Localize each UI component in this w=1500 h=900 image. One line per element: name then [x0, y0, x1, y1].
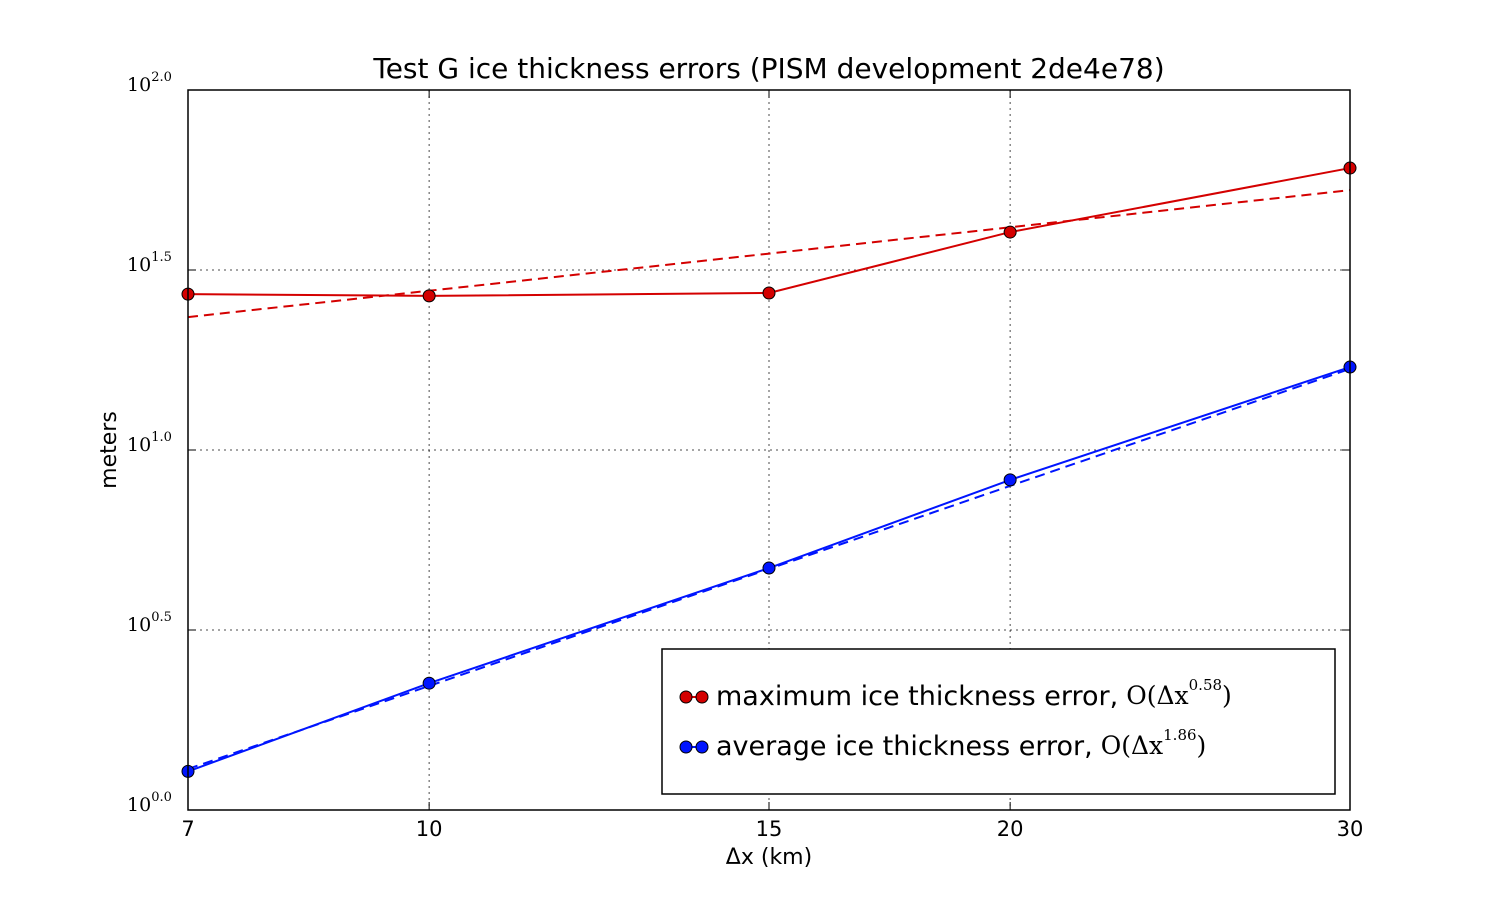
plot-frame	[187, 89, 1351, 811]
legend-fit-close: )	[1222, 681, 1232, 710]
y-tick-exponent: 2.0	[151, 70, 172, 85]
x-tick-label: 7	[181, 817, 194, 841]
y-tick-base: 10	[127, 74, 151, 96]
chart-title: Test G ice thickness errors (PISM develo…	[372, 52, 1164, 85]
y-axis-label: meters	[97, 411, 122, 489]
y-tick-base: 10	[127, 434, 151, 456]
x-tick-label: 30	[1337, 817, 1364, 841]
y-tick-label: 100.0	[127, 790, 172, 817]
legend-name: average ice thickness error,	[716, 731, 1093, 762]
data-point	[1003, 473, 1017, 487]
y-tick-base: 10	[127, 794, 151, 816]
y-tick-label: 102.0	[127, 70, 172, 97]
legend-name: maximum ice thickness error,	[716, 681, 1118, 712]
y-tick-exponent: 0.5	[151, 609, 172, 624]
y-tick-label: 100.5	[127, 609, 172, 636]
legend-fit-exponent: 0.58	[1189, 676, 1222, 694]
x-tick-label: 10	[416, 817, 443, 841]
legend-fit-exponent: 1.86	[1163, 726, 1196, 744]
legend-label: average ice thickness error, O(Δx1.86)	[716, 726, 1206, 762]
y-tick-base: 10	[127, 614, 151, 636]
y-tick-label: 101.0	[127, 430, 172, 457]
data-point	[762, 561, 776, 575]
legend-fit: O(Δx	[1126, 681, 1188, 710]
legend-fit: O(Δx	[1101, 731, 1163, 760]
legend-marker	[695, 740, 709, 754]
x-axis-label: Δx (km)	[726, 845, 812, 870]
x-tick-label: 15	[756, 817, 783, 841]
legend-marker	[695, 690, 709, 704]
legend-label: maximum ice thickness error, O(Δx0.58)	[716, 676, 1232, 712]
data-point	[422, 289, 436, 303]
legend-marker	[679, 690, 693, 704]
x-tick-label: 20	[997, 817, 1024, 841]
data-point	[422, 676, 436, 690]
y-tick-exponent: 0.0	[151, 790, 172, 805]
data-point	[762, 286, 776, 300]
legend-fit-close: )	[1197, 731, 1207, 760]
y-tick-label: 101.5	[127, 249, 172, 276]
legend-marker	[679, 740, 693, 754]
y-tick-exponent: 1.5	[151, 249, 172, 264]
y-tick-base: 10	[127, 254, 151, 276]
data-point	[1003, 225, 1017, 239]
legend-box	[661, 648, 1336, 795]
y-tick-exponent: 1.0	[151, 430, 172, 445]
